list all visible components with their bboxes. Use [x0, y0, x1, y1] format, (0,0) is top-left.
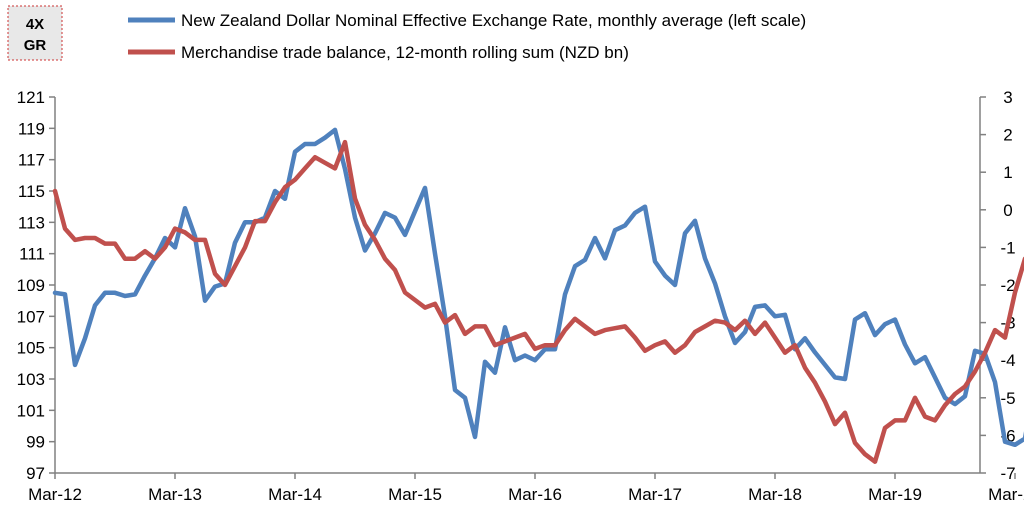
series-line-nzd-neer	[52, 127, 1024, 448]
left-tick-label: 105	[17, 339, 45, 358]
left-tick-label: 103	[17, 370, 45, 389]
left-tick-label: 97	[26, 464, 45, 483]
left-tick-label: 109	[17, 276, 45, 295]
logo-line1-text: 4X	[26, 16, 44, 33]
legend-label-trade: Merchandise trade balance, 12-month roll…	[181, 43, 629, 62]
legend-label-nzd: New Zealand Dollar Nominal Effective Exc…	[181, 11, 806, 30]
left-tick-label: 107	[17, 307, 45, 326]
right-tick-label: 2	[1003, 126, 1012, 145]
legend: New Zealand Dollar Nominal Effective Exc…	[128, 11, 806, 62]
series-line-trade-balance	[52, 139, 1024, 464]
x-tick-label: Mar-16	[508, 485, 562, 504]
logo: 4X GR	[7, 5, 63, 61]
right-tick-label: 3	[1003, 88, 1012, 107]
left-tick-label: 101	[17, 401, 45, 420]
series-lines	[52, 127, 1024, 464]
right-tick-label: -4	[1000, 351, 1015, 370]
x-tick-label: Mar-19	[868, 485, 922, 504]
left-tick-label: 119	[18, 119, 45, 138]
right-tick-label: 0	[1003, 201, 1012, 220]
left-tick-label: 111	[19, 245, 45, 264]
right-tick-label: 1	[1003, 163, 1012, 182]
logo-line1: 4X	[26, 16, 44, 33]
x-tick-label: Mar-14	[268, 485, 322, 504]
right-tick-label: -5	[1000, 389, 1015, 408]
logo-line2-text: GR	[24, 37, 47, 54]
x-tick-label: Mar-13	[148, 485, 202, 504]
right-tick-label: -2	[1000, 276, 1015, 295]
x-tick-label: Mar-12	[28, 485, 82, 504]
right-tick-label: -7	[1000, 464, 1015, 483]
x-tick-label: Mar-15	[388, 485, 442, 504]
x-axis-ticks: Mar-12 Mar-13 Mar-14 Mar-15 Mar-16 Mar-17 Mar-…	[28, 473, 1024, 504]
x-tick-label: Mar-17	[628, 485, 682, 504]
right-tick-label: -1	[1000, 238, 1015, 257]
x-tick-label: Mar-18	[748, 485, 802, 504]
left-tick-label: 113	[18, 213, 45, 232]
x-tick-label: Mar-20	[988, 485, 1024, 504]
logo-line2: GR	[24, 37, 47, 54]
left-tick-label: 121	[17, 88, 45, 107]
left-tick-label: 117	[18, 151, 45, 170]
left-axis-ticks: 97 99 101 103 105 107 109 111 113 115 117 119 121	[17, 88, 55, 483]
left-tick-label: 115	[18, 182, 45, 201]
left-tick-label: 99	[26, 433, 45, 452]
